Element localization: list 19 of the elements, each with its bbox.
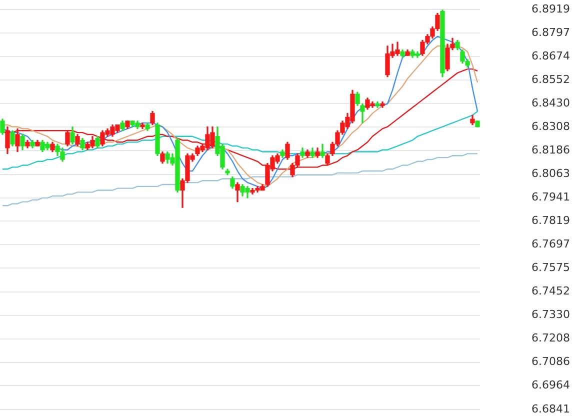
y-tick-label: 6.8919: [532, 2, 570, 16]
y-tick-label: 6.8552: [532, 73, 570, 86]
y-tick-label: 6.7697: [532, 238, 570, 251]
y-tick-label: 6.7575: [532, 261, 570, 274]
y-tick-label: 6.8674: [532, 50, 570, 63]
y-tick-label: 6.8063: [532, 167, 570, 180]
y-tick-label: 6.8430: [532, 96, 570, 110]
y-tick-label: 6.7819: [532, 214, 570, 228]
y-tick-label: 6.7941: [532, 190, 570, 204]
y-tick-label: 6.8186: [532, 143, 570, 156]
y-tick-label: 6.8797: [532, 26, 570, 39]
y-tick-label: 6.6964: [532, 378, 570, 392]
y-tick-label: 6.7330: [532, 308, 570, 322]
y-tick-label: 6.6841: [532, 402, 570, 416]
y-tick-label: 6.8308: [532, 120, 570, 134]
y-tick-label: 6.7086: [532, 355, 570, 368]
candlestick: [475, 120, 480, 128]
y-tick-label: 6.7452: [532, 284, 570, 298]
y-tick-label: 6.7208: [532, 332, 570, 345]
